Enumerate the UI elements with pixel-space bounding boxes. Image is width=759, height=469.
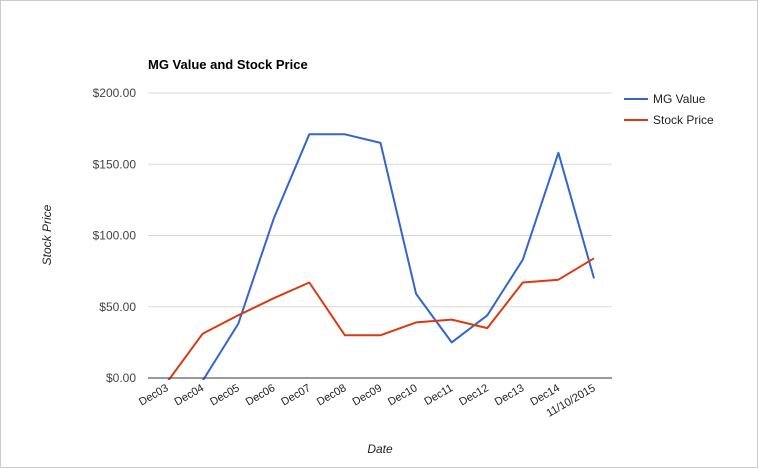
x-axis-label: Date — [367, 442, 393, 456]
grid-lines — [148, 92, 612, 308]
legend-label: MG Value — [653, 92, 706, 106]
legend: MG Value Stock Price — [624, 92, 714, 127]
y-tick-labels: $0.00 $50.00 $100.00 $150.00 $200.00 — [93, 86, 137, 385]
y-tick-label: $150.00 — [93, 157, 137, 171]
series-lines — [167, 133, 595, 380]
y-tick-label: $50.00 — [99, 300, 136, 314]
legend-label: Stock Price — [653, 113, 714, 127]
series-line — [167, 257, 595, 380]
y-axis-label: Stock Price — [40, 204, 54, 265]
y-tick-label: $0.00 — [106, 371, 136, 385]
chart-title: MG Value and Stock Price — [148, 57, 308, 72]
series-line — [201, 133, 595, 380]
y-tick-label: $200.00 — [93, 86, 137, 100]
y-tick-label: $100.00 — [93, 229, 137, 243]
